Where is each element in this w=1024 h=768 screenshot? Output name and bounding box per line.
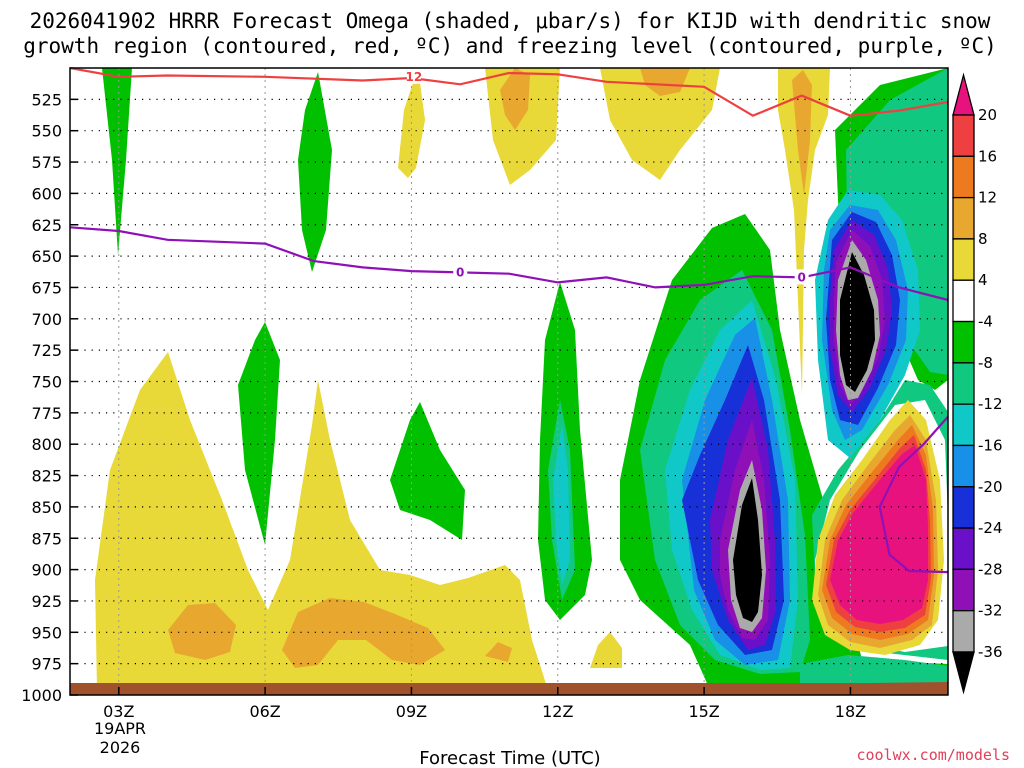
red-contour-label: 12 xyxy=(406,70,423,84)
omega-minus12-16-region xyxy=(553,425,570,585)
y-tick-label: 875 xyxy=(31,529,62,548)
x-tick-label: 09Z xyxy=(396,702,427,721)
omega-negative-region xyxy=(238,322,280,545)
omega-extreme-core xyxy=(733,478,762,622)
colorbar-label: -8 xyxy=(978,354,993,372)
colorbar-label: 4 xyxy=(978,271,988,289)
y-tick-label: 650 xyxy=(31,247,62,266)
colorbar-swatch xyxy=(952,279,975,323)
y-tick-label: 625 xyxy=(31,216,62,235)
contours: 12 0 0 xyxy=(69,66,949,574)
red-contour-label-bg xyxy=(406,68,421,84)
omega-8-12-region xyxy=(500,68,530,130)
colorbar-label: -28 xyxy=(978,560,1003,578)
x-tick-label: 12Z xyxy=(542,702,573,721)
y-tick-label: 700 xyxy=(31,310,62,329)
x-tick-label: 03Z xyxy=(103,702,134,721)
x-date-label: 19APR xyxy=(94,719,146,738)
y-tick-label: 1000 xyxy=(21,686,62,705)
colorbar-label: -12 xyxy=(978,395,1003,413)
colorbar-swatch xyxy=(952,114,975,157)
colorbar-top-triangle xyxy=(952,72,975,116)
x-year-label: 2026 xyxy=(100,738,141,757)
chart-title-line2: growth region (contoured, red, ºC) and f… xyxy=(23,34,997,58)
colorbar-swatch xyxy=(952,320,975,364)
y-tick-label: 775 xyxy=(31,404,62,423)
purple-contour-label-2-bg xyxy=(794,269,809,285)
omega-8-12-region xyxy=(640,68,690,96)
terrain-ground xyxy=(70,682,948,695)
colorbar-swatch xyxy=(952,444,975,488)
y-tick-label: 950 xyxy=(31,623,62,642)
purple-contour-label-bg xyxy=(453,264,468,280)
y-axis: 525 550 575 600 625 650 675 700 725 750 775 800 825 8… xyxy=(21,90,78,705)
colorbar-label: -32 xyxy=(978,602,1003,620)
y-tick-label: 975 xyxy=(31,655,62,674)
omega-negative-region xyxy=(390,402,465,540)
y-tick-label: 825 xyxy=(31,467,62,486)
omega-8-12-region xyxy=(168,603,236,660)
omega-8-12-region xyxy=(282,598,445,668)
colorbar-label: -20 xyxy=(978,478,1003,496)
colorbar-swatch xyxy=(952,527,975,571)
y-tick-label: 750 xyxy=(31,373,62,392)
colorbar-label: -36 xyxy=(978,643,1003,661)
y-tick-label: 725 xyxy=(31,341,62,360)
colorbar-label: 20 xyxy=(978,106,997,124)
y-tick-label: 925 xyxy=(31,592,62,611)
colorbar-swatch xyxy=(952,403,975,447)
colorbar-label: -16 xyxy=(978,436,1003,454)
colorbar-swatch xyxy=(952,486,975,529)
y-tick-label: 575 xyxy=(31,153,62,172)
colorbar-label: 8 xyxy=(978,230,988,248)
shaded-omega-field xyxy=(95,68,948,690)
x-axis: 03Z 06Z 09Z 12Z 15Z 18Z xyxy=(103,687,866,721)
colorbar-swatch xyxy=(952,238,975,281)
colorbar-swatch xyxy=(952,362,975,405)
colorbar-label: 12 xyxy=(978,189,997,207)
colorbar-swatch xyxy=(952,155,975,199)
y-tick-label: 525 xyxy=(31,90,62,109)
y-tick-label: 550 xyxy=(31,122,62,141)
colorbar-label: -24 xyxy=(978,519,1003,537)
omega-positive-region xyxy=(778,68,830,395)
x-tick-label: 15Z xyxy=(688,702,719,721)
purple-contour-label-2: 0 xyxy=(797,270,805,284)
x-tick-label: 18Z xyxy=(835,702,866,721)
omega-minus8-12-region xyxy=(800,655,948,690)
x-axis-title: Forecast Time (UTC) xyxy=(419,748,600,768)
omega-8-12-region xyxy=(792,70,812,195)
omega-positive-region xyxy=(600,68,720,180)
dendritic-red-contour xyxy=(69,66,949,117)
y-tick-label: 675 xyxy=(31,278,62,297)
y-tick-label: 900 xyxy=(31,561,62,580)
omega-positive-core xyxy=(830,445,928,624)
credit-text: coolwx.com/models xyxy=(856,746,1010,764)
colorbar-label: -4 xyxy=(978,313,993,331)
omega-negative-region xyxy=(298,72,332,272)
colorbar-swatch xyxy=(952,568,975,612)
colorbar: 20 16 12 8 4 -4 -8 -12 -16 -20 -24 -28 -32 -36 xyxy=(952,72,1003,695)
gridlines xyxy=(70,68,948,695)
x-tick-label: 06Z xyxy=(249,702,280,721)
y-tick-label: 800 xyxy=(31,435,62,454)
colorbar-bottom-triangle xyxy=(952,651,975,695)
freezing-level-contour-secondary xyxy=(878,415,949,574)
y-tick-label: 850 xyxy=(31,498,62,517)
colorbar-swatch xyxy=(952,196,975,240)
omega-positive-region xyxy=(590,632,622,668)
colorbar-swatch xyxy=(952,610,975,653)
omega-negative-region xyxy=(102,68,132,255)
chart-title-line1: 2026041902 HRRR Forecast Omega (shaded, … xyxy=(30,9,991,33)
purple-contour-label: 0 xyxy=(456,265,464,279)
freezing-level-contour xyxy=(69,226,949,302)
colorbar-label: 16 xyxy=(978,147,997,165)
omega-8-12-region xyxy=(485,642,512,662)
y-tick-label: 600 xyxy=(31,184,62,203)
